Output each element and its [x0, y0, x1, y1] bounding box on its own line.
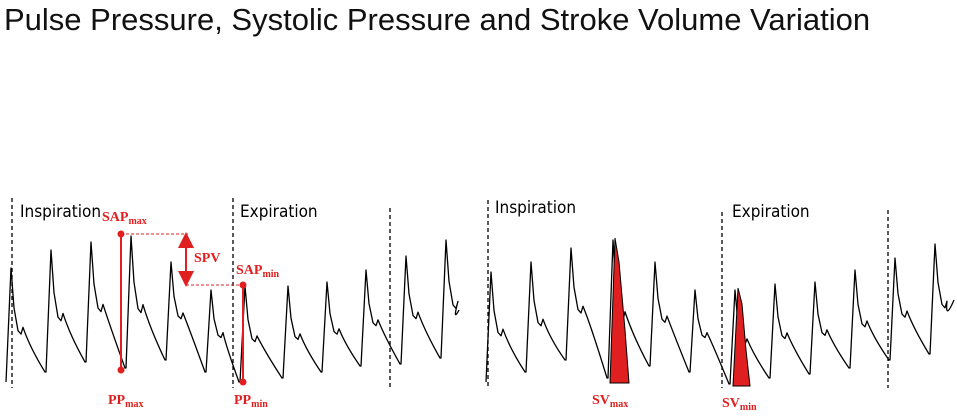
waveforms [5, 235, 955, 385]
sv-max-label: SVmax [592, 393, 628, 410]
sap-min-label: SAPmin [236, 263, 280, 280]
phase-label: Expiration [240, 202, 318, 222]
label-sub: max [128, 216, 146, 227]
label-main: SV [722, 396, 740, 411]
label-main: PP [234, 393, 252, 408]
point [117, 366, 125, 374]
label-main: SAP [102, 210, 129, 225]
pp-min-label: PPmin [234, 393, 268, 410]
point [239, 378, 247, 386]
pressure-waveform [485, 239, 955, 385]
pressure-waveform [5, 235, 460, 383]
sv-min-label: SVmin [722, 396, 757, 413]
phase-label: Expiration [732, 202, 810, 222]
title: Pulse Pressure, Systolic Pressure and St… [4, 2, 870, 37]
phase-label: Inspiration [20, 202, 101, 222]
label-main: SV [592, 393, 610, 408]
sv-max-area [609, 237, 630, 384]
label-sub: min [262, 269, 279, 280]
pp-max-label: PPmax [108, 393, 143, 410]
point [117, 230, 125, 238]
label-main: SAP [236, 263, 263, 278]
sap-max-label: SAPmax [102, 210, 147, 227]
label-main: PP [108, 393, 126, 408]
label-sub: min [740, 402, 757, 413]
label-sub: min [251, 399, 268, 410]
spv-label: SPV [194, 251, 220, 266]
point [239, 281, 247, 289]
label-sub: max [610, 399, 628, 410]
label-sub: max [125, 399, 143, 410]
sv-min-area [732, 287, 751, 387]
phase-label: Inspiration [495, 198, 576, 218]
